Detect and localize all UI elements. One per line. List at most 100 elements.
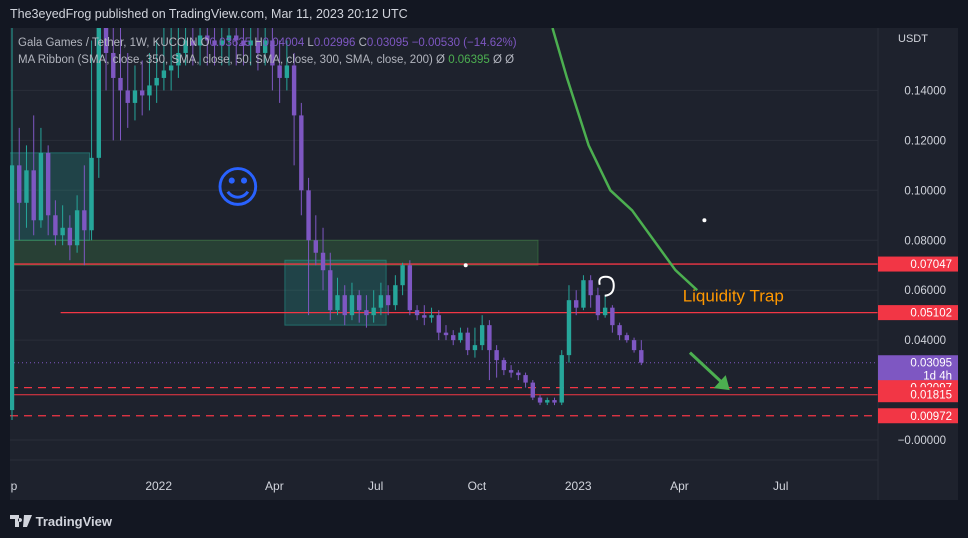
candle-body xyxy=(610,307,615,326)
candle-body xyxy=(624,335,630,341)
candle-body xyxy=(364,310,369,316)
x-tick-label: p xyxy=(11,479,18,493)
candle-body xyxy=(349,295,355,316)
candlestick-chart[interactable]: ☺ Liquidity Trap USDT 0.14000 0.12000 0.10000… xyxy=(10,28,958,500)
price-tag xyxy=(878,408,958,424)
candle-body xyxy=(371,307,376,316)
candle-body xyxy=(472,345,478,351)
candle-body xyxy=(559,355,564,403)
candle-body xyxy=(429,315,434,318)
candle-body xyxy=(581,280,586,308)
candle-body xyxy=(357,295,362,311)
candle-body xyxy=(154,77,159,86)
footer-bar: TradingView xyxy=(0,500,968,538)
candle-body xyxy=(378,295,384,308)
x-tick-label: Apr xyxy=(670,479,689,493)
candle-body xyxy=(479,325,485,346)
candle-body xyxy=(328,270,333,311)
arrow-head xyxy=(713,375,730,391)
price-tag-label: 0.00972 xyxy=(910,411,952,423)
candle-body xyxy=(508,370,514,373)
indicator-value-2: 0.06395 xyxy=(448,54,490,66)
candle-body xyxy=(631,340,637,351)
tradingview-logo[interactable]: TradingView xyxy=(10,514,112,529)
x-tick-label: Apr xyxy=(265,479,284,493)
candle-body xyxy=(67,227,73,246)
candle-body xyxy=(414,310,420,316)
candle-body xyxy=(602,307,608,316)
candle-body xyxy=(595,295,601,316)
candle-body xyxy=(24,170,29,203)
candle-body xyxy=(103,28,109,53)
x-tick-label: 2023 xyxy=(565,479,592,493)
price-tag-label: 0.05102 xyxy=(910,308,952,320)
candle-body xyxy=(451,335,456,341)
y-axis-unit-label: USDT xyxy=(898,33,928,45)
smiley-annotation: ☺ xyxy=(215,162,261,213)
price-tag xyxy=(878,256,958,272)
indicator-legend-row: MA Ribbon (SMA, close, 350, SMA, close, … xyxy=(18,52,517,69)
candle-body xyxy=(176,52,181,66)
candle-body xyxy=(168,65,174,71)
candle-body xyxy=(219,40,224,46)
candle-body xyxy=(523,375,528,383)
candle-body xyxy=(400,265,405,286)
candle-body xyxy=(552,400,557,403)
candle-body xyxy=(96,28,101,158)
close-label: C xyxy=(358,37,367,49)
candle-body xyxy=(588,280,593,296)
candle-body xyxy=(385,295,391,306)
indicator-value-1: Ø xyxy=(436,54,445,66)
candle-body xyxy=(89,157,94,231)
candle-body xyxy=(422,315,427,318)
candle-body xyxy=(125,90,130,103)
change-value: −0.00530 (−14.62%) xyxy=(411,37,517,49)
candle-body xyxy=(147,85,152,96)
candle-body xyxy=(566,300,572,356)
candle-body xyxy=(82,210,87,231)
candle-body xyxy=(639,350,644,363)
candle-body xyxy=(320,252,326,271)
candle-body xyxy=(190,40,196,46)
y-tick-label: 0.08000 xyxy=(904,235,946,247)
y-tick-label: 0.12000 xyxy=(904,135,946,147)
candle-body xyxy=(45,152,51,216)
open-label: O xyxy=(200,37,210,49)
candle-body xyxy=(393,285,398,306)
candle-body xyxy=(306,190,311,241)
low-label: L xyxy=(307,37,314,49)
candle-body xyxy=(270,40,275,66)
price-tag xyxy=(878,387,958,403)
candle-body xyxy=(487,325,492,351)
candle-body xyxy=(574,300,579,308)
open-value: 0.03625 xyxy=(209,37,252,49)
candle-body xyxy=(17,165,22,203)
candle-body xyxy=(516,372,521,376)
zone-box xyxy=(10,239,539,266)
candle-body xyxy=(212,40,217,46)
candle-body xyxy=(111,52,116,78)
candle-body xyxy=(234,35,239,41)
candle-body xyxy=(443,332,449,336)
high-value: 0.04004 xyxy=(262,37,305,49)
chart-legend: Gala Games / Tether, 1W, KUCOIN O0.03625… xyxy=(18,35,517,69)
symbol-name[interactable]: Gala Games / Tether, 1W, KUCOIN xyxy=(18,37,198,49)
symbol-legend-row: Gala Games / Tether, 1W, KUCOIN O0.03625… xyxy=(18,35,517,52)
candle-body xyxy=(465,332,470,351)
candle-body xyxy=(74,210,80,246)
annotation-dot xyxy=(463,263,468,268)
candle-body xyxy=(494,350,499,361)
y-tick-label: 0.04000 xyxy=(904,335,946,347)
candle-body xyxy=(436,315,441,333)
indicator-name[interactable]: MA Ribbon (SMA, close, 350, SMA, close, … xyxy=(18,54,433,66)
candle-body xyxy=(226,35,232,41)
candle-body xyxy=(284,65,290,78)
price-tag xyxy=(878,355,958,384)
arrow-shaft xyxy=(688,351,725,386)
published-by-text: The3eyedFrog published on TradingView.co… xyxy=(10,7,408,21)
candle-body xyxy=(132,90,138,103)
chart-panel[interactable]: ☺ Liquidity Trap USDT 0.14000 0.12000 0.10000… xyxy=(10,28,958,500)
low-value: 0.02996 xyxy=(313,37,356,49)
candle-body xyxy=(248,40,253,46)
candle-body xyxy=(545,400,550,403)
